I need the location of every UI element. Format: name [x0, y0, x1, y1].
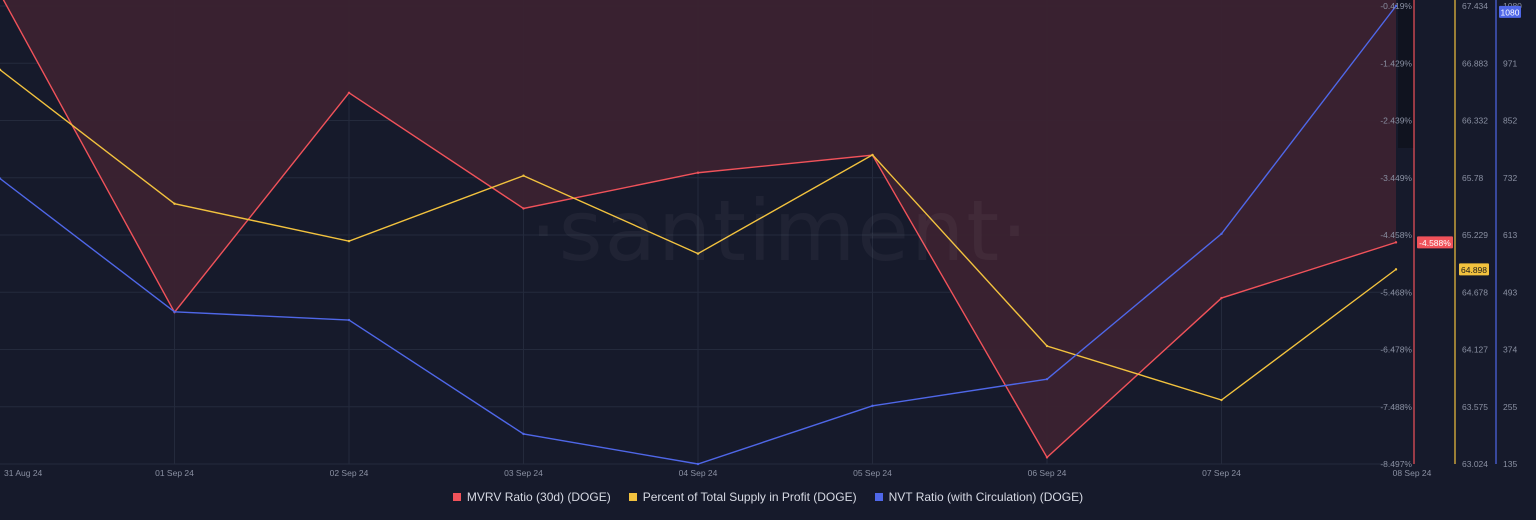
legend-item-mvrv[interactable]: MVRV Ratio (30d) (DOGE) — [452, 490, 611, 504]
legend-label-nvt: NVT Ratio (with Circulation) (DOGE) — [888, 490, 1084, 504]
data-point-nvt — [1220, 232, 1223, 235]
value-badge-mvrv — [1417, 236, 1453, 249]
tick-label-nvt: 852 — [1503, 116, 1517, 126]
legend: MVRV Ratio (30d) (DOGE) Percent of Total… — [0, 490, 1536, 504]
data-point-mvrv — [696, 171, 700, 174]
data-point-nvt — [173, 310, 176, 314]
series-profit — [0, 68, 1398, 402]
x-tick-label: 31 Aug 24 — [4, 468, 43, 478]
tick-label-nvt: 255 — [1503, 402, 1517, 412]
value-badge-profit — [1459, 263, 1489, 276]
data-point-profit — [0, 68, 2, 71]
tick-label-nvt: 135 — [1503, 459, 1517, 469]
tick-label-nvt: 732 — [1503, 173, 1517, 183]
legend-swatch-nvt — [874, 493, 883, 501]
tick-label-profit: 65.78 — [1462, 173, 1484, 183]
tick-label-nvt: 971 — [1503, 58, 1517, 68]
data-point-nvt — [0, 177, 2, 180]
tick-label-profit: 66.883 — [1462, 58, 1488, 68]
mvrv-fill-area — [0, 0, 1396, 458]
value-badge-label-mvrv: -4.588% — [1419, 238, 1451, 248]
x-tick-label: 07 Sep 24 — [1202, 468, 1241, 478]
data-point-nvt — [871, 404, 874, 408]
data-point-profit — [871, 153, 874, 157]
data-point-nvt — [522, 432, 525, 436]
legend-swatch-mvrv — [452, 493, 461, 501]
legend-label-profit: Percent of Total Supply in Profit (DOGE) — [642, 490, 857, 504]
data-point-mvrv — [522, 207, 525, 210]
tick-label-profit: 65.229 — [1462, 230, 1488, 240]
series-nvt — [0, 4, 1398, 466]
data-point-profit — [347, 239, 351, 243]
axis-panel — [1398, 0, 1536, 520]
tick-label-profit: 64.678 — [1462, 287, 1488, 297]
tick-label-profit: 66.332 — [1462, 116, 1488, 126]
tick-label-mvrv: -6.478% — [1380, 345, 1412, 355]
data-point-profit — [522, 174, 525, 177]
x-tick-label: 03 Sep 24 — [504, 468, 543, 478]
tick-label-nvt: 493 — [1503, 287, 1517, 297]
data-point-nvt — [1394, 4, 1398, 8]
data-point-profit — [1394, 268, 1398, 271]
data-point-profit — [1220, 398, 1223, 402]
x-tick-label: 04 Sep 24 — [679, 468, 718, 478]
value-badge-label-profit: 64.898 — [1461, 265, 1487, 275]
tick-label-profit: 64.127 — [1462, 345, 1488, 355]
legend-swatch-profit — [628, 493, 637, 501]
data-point-mvrv — [347, 91, 351, 95]
data-point-profit — [696, 252, 700, 255]
tick-label-mvrv: -2.439% — [1380, 116, 1412, 126]
data-point-profit — [1045, 344, 1049, 348]
tick-label-nvt: 613 — [1503, 230, 1517, 240]
data-point-profit — [173, 202, 176, 205]
tick-label-profit: 63.575 — [1462, 402, 1488, 412]
tick-label-nvt: 374 — [1503, 345, 1517, 355]
tick-label-profit: 67.434 — [1462, 1, 1488, 11]
axis-panel-shade — [1398, 0, 1414, 148]
tick-label-mvrv: -4.458% — [1380, 230, 1412, 240]
legend-item-nvt[interactable]: NVT Ratio (with Circulation) (DOGE) — [874, 490, 1084, 504]
legend-label-mvrv: MVRV Ratio (30d) (DOGE) — [466, 490, 611, 504]
x-tick-label: 05 Sep 24 — [853, 468, 892, 478]
x-tick-label: 08 Sep 24 — [1393, 468, 1432, 478]
data-point-nvt — [1045, 377, 1049, 381]
x-tick-label: 02 Sep 24 — [330, 468, 369, 478]
data-point-nvt — [347, 318, 351, 322]
x-tick-label: 06 Sep 24 — [1028, 468, 1067, 478]
tick-label-mvrv: -3.449% — [1380, 173, 1412, 183]
watermark: ·santiment· — [530, 182, 1030, 280]
x-tick-label: 01 Sep 24 — [155, 468, 194, 478]
tick-label-mvrv: -7.488% — [1380, 402, 1412, 412]
legend-item-profit[interactable]: Percent of Total Supply in Profit (DOGE) — [628, 490, 857, 504]
tick-label-mvrv: -1.429% — [1380, 58, 1412, 68]
value-badge-label-nvt: 1080 — [1501, 7, 1520, 17]
tick-label-mvrv: -5.468% — [1380, 287, 1412, 297]
data-point-mvrv — [1394, 241, 1398, 244]
tick-label-mvrv: -0.419% — [1380, 1, 1412, 11]
tick-label-mvrv: -8.497% — [1380, 459, 1412, 469]
data-point-mvrv — [1220, 296, 1223, 300]
data-point-mvrv — [1045, 456, 1049, 459]
tick-label-profit: 63.024 — [1462, 459, 1488, 469]
data-point-nvt — [696, 462, 700, 466]
value-badge-nvt — [1499, 5, 1521, 18]
